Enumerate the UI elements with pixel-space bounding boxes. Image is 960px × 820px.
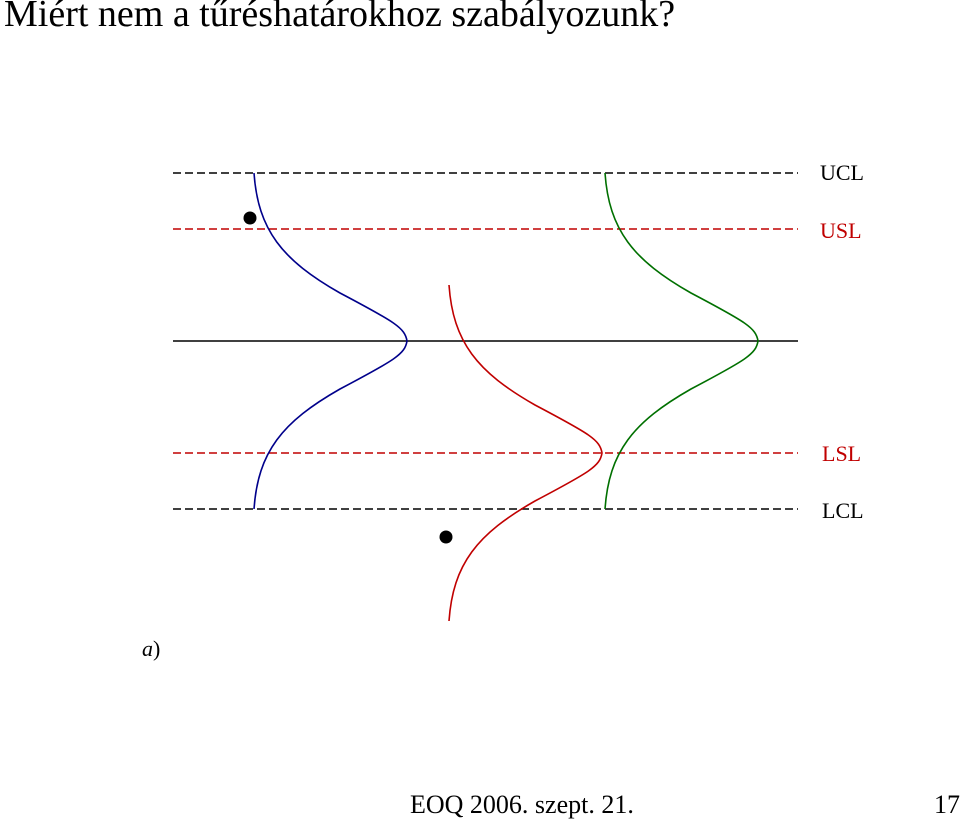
slide-title: Miért nem a tűréshatárokhoz szabályozunk…: [4, 0, 676, 35]
usl-label: USL: [820, 218, 862, 243]
lsl-label: LSL: [822, 441, 862, 466]
red-curve: [448, 284, 603, 622]
panel-label: a): [142, 636, 160, 662]
out-of-limit-point-upper: [243, 211, 257, 225]
page-number: 17: [934, 790, 960, 819]
out-of-limit-point-lower: [439, 530, 453, 544]
footer-text: EOQ 2006. szept. 21.: [410, 790, 634, 819]
lcl-label: LCL: [822, 498, 864, 523]
panel-letter: a: [142, 636, 153, 661]
ucl-label: UCL: [820, 160, 864, 185]
green-curve: [604, 172, 759, 510]
blue-curve: [253, 172, 408, 510]
panel-paren: ): [153, 636, 161, 661]
